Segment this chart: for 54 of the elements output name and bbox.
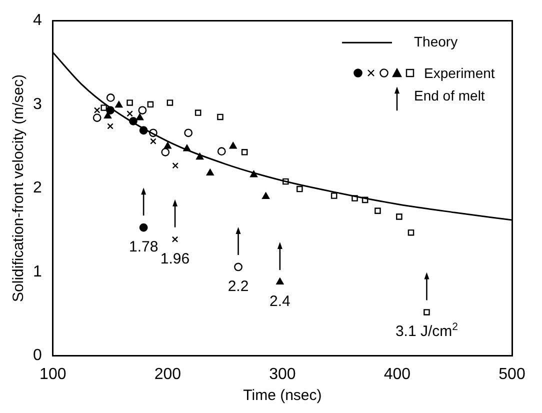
point: [408, 229, 414, 236]
point: [164, 142, 172, 149]
point: [374, 208, 381, 214]
annotation: End of melt: [414, 87, 485, 104]
annotation: 1.78: [128, 238, 158, 256]
legend-label: Theory: [414, 33, 458, 50]
point: [184, 128, 193, 138]
annotation: 2.4: [270, 293, 290, 310]
x-tick-label: 200: [154, 366, 182, 383]
point: [217, 147, 226, 156]
x-axis-title: Time (nsec): [243, 387, 322, 404]
point: [330, 192, 338, 199]
y-tick-label: 2: [32, 180, 42, 197]
point: [234, 262, 242, 272]
point: [139, 223, 148, 232]
x-tick-label: 400: [384, 366, 411, 383]
point: [296, 186, 303, 192]
point: [206, 168, 214, 176]
point: [106, 93, 115, 102]
y-tick-label: 1: [32, 263, 42, 280]
point: [194, 110, 202, 116]
point: [276, 278, 284, 284]
x-tick-label: 500: [498, 366, 526, 383]
x-tick-label: 100: [40, 366, 66, 383]
point: [262, 192, 270, 199]
point: [161, 148, 170, 156]
x-tick-label: 300: [269, 366, 296, 383]
point: [396, 214, 402, 220]
point: [126, 100, 133, 106]
point: [166, 100, 174, 106]
y-axis-title: Solidification-front velocity (m/sec): [10, 74, 28, 302]
point: [138, 106, 147, 114]
point: [172, 162, 179, 169]
point: [217, 114, 224, 120]
legend-label: Experiment: [424, 65, 495, 81]
point: [94, 107, 100, 114]
point: [147, 101, 154, 108]
point: [229, 142, 237, 149]
y-tick-label: 3: [32, 96, 42, 113]
point: [104, 112, 112, 119]
point: [115, 101, 123, 108]
point: [424, 309, 430, 316]
point: [150, 138, 156, 144]
point: [172, 236, 178, 242]
point: [107, 123, 114, 130]
point: [241, 149, 248, 156]
point: [100, 104, 108, 111]
y-tick-label: 4: [32, 12, 42, 30]
annotation: 1.96: [160, 250, 190, 268]
point: [92, 114, 102, 122]
point: [126, 110, 133, 117]
point: [136, 114, 144, 120]
y-tick-label: 0: [32, 347, 42, 364]
annotation: 2.2: [228, 278, 249, 295]
